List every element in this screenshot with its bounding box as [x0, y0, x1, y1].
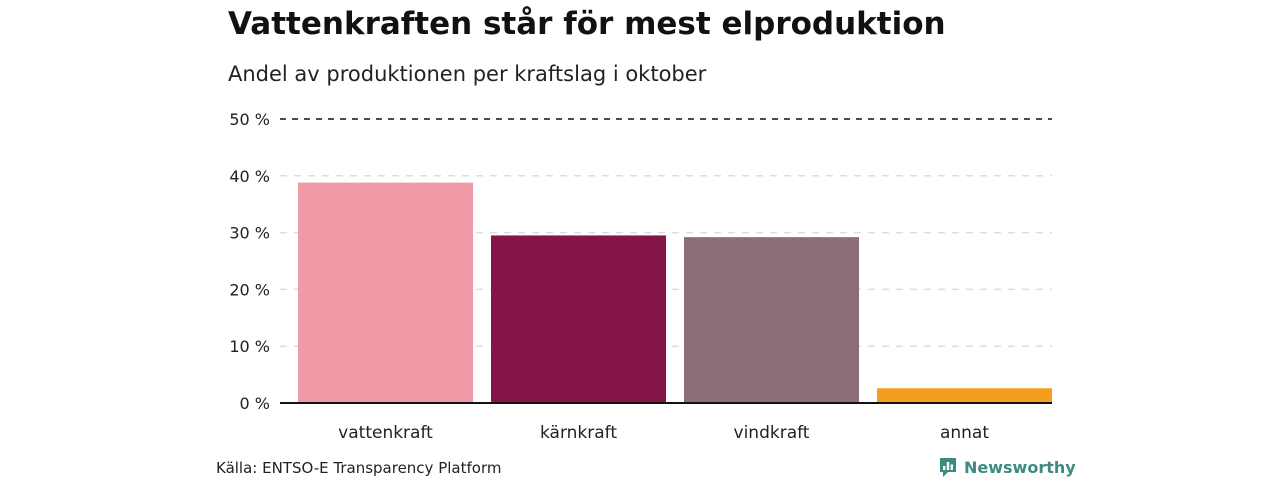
bar-annat — [877, 388, 1052, 403]
x-tick-label: annat — [940, 423, 989, 443]
x-tick-label: kärnkraft — [540, 423, 617, 443]
bar-vattenkraft — [298, 182, 473, 403]
bar-vindkraft — [684, 237, 859, 403]
source-note: Källa: ENTSO-E Transparency Platform — [216, 459, 502, 477]
chart-subtitle: Andel av produktionen per kraftslag i ok… — [228, 62, 707, 86]
y-tick-label: 20 % — [229, 280, 270, 299]
y-tick-label: 0 % — [240, 394, 270, 413]
y-tick-label: 30 % — [229, 224, 270, 243]
x-tick-label: vindkraft — [734, 423, 810, 443]
newsworthy-logo-icon — [940, 458, 956, 477]
brand-name: Newsworthy — [964, 457, 1076, 477]
y-tick-label: 40 % — [229, 167, 270, 186]
y-tick-label: 10 % — [229, 337, 270, 356]
y-tick-label: 50 % — [229, 110, 270, 129]
chart-title: Vattenkraften står för mest elproduktion — [228, 6, 946, 42]
brand-logo: Newsworthy — [938, 455, 1076, 479]
bar-kärnkraft — [491, 235, 666, 403]
x-tick-label: vattenkraft — [338, 423, 433, 443]
